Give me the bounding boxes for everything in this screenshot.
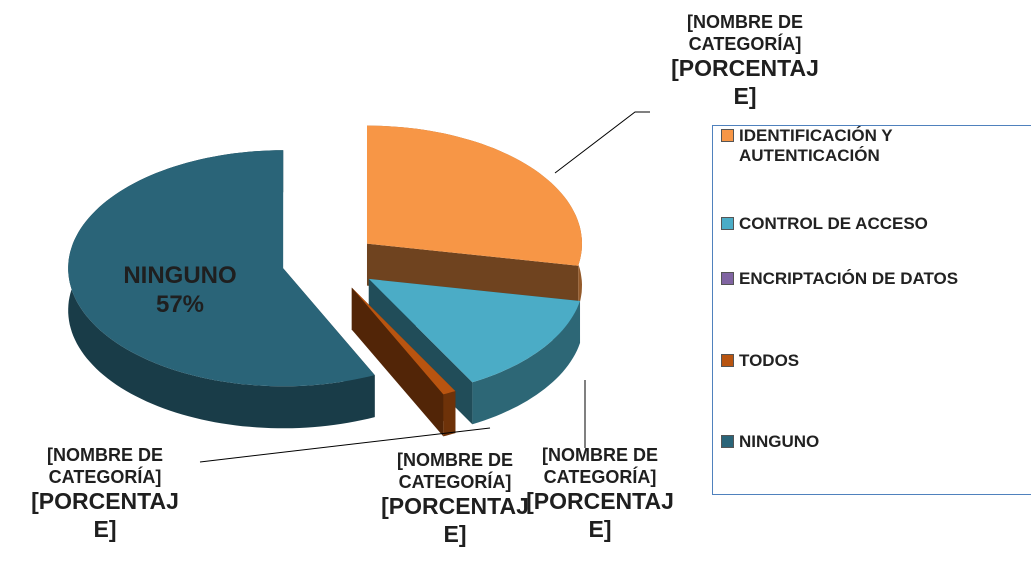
slice-top <box>68 150 375 387</box>
legend-swatch <box>721 435 734 448</box>
legend-item: ENCRIPTACIÓN DE DATOS <box>721 269 1021 289</box>
legend-swatch <box>721 217 734 230</box>
data-label-name: NINGUNO <box>123 262 237 289</box>
legend-label: IDENTIFICACIÓN Y AUTENTICACIÓN <box>739 126 893 166</box>
slice-top <box>366 125 582 266</box>
slice-wall <box>472 301 580 425</box>
slice <box>366 125 582 308</box>
data-label: [NOMBRE DE CATEGORÍA] [PORCENTAJE] <box>505 445 695 543</box>
slice <box>351 287 456 437</box>
legend-label: TODOS <box>739 351 800 370</box>
leader-line <box>199 427 491 463</box>
slice <box>368 278 581 425</box>
data-label-value: 57% <box>155 290 205 318</box>
legend-label: CONTROL DE ACCESO <box>739 214 928 233</box>
slice-cut <box>351 287 444 437</box>
data-label-name: [NOMBRE DE CATEGORÍA] <box>542 445 658 487</box>
legend-swatch <box>721 272 734 285</box>
legend-item: TODOS <box>721 351 1021 371</box>
data-label: [NOMBRE DE CATEGORÍA] [PORCENTAJE] <box>650 12 840 110</box>
slice <box>68 150 375 429</box>
slice-top <box>351 287 456 395</box>
data-label-value: [PORCENTAJE] <box>381 493 529 547</box>
legend-label: NINGUNO <box>739 432 820 451</box>
data-label-value: [PORCENTAJE] <box>671 55 819 109</box>
data-label-name: [NOMBRE DE CATEGORÍA] <box>397 450 513 492</box>
slice-cut <box>366 243 579 308</box>
legend-item: NINGUNO <box>721 432 1021 452</box>
data-label: [NOMBRE DE CATEGORÍA] [PORCENTAJE] <box>360 450 550 548</box>
data-label-name: [NOMBRE DE CATEGORÍA] <box>47 445 163 487</box>
legend-swatch <box>721 129 734 142</box>
slice-wall <box>443 391 456 437</box>
legend-swatch <box>721 354 734 367</box>
legend: IDENTIFICACIÓN Y AUTENTICACIÓN CONTROL DE… <box>712 125 1031 495</box>
legend-item: CONTROL DE ACCESO <box>721 214 1021 234</box>
data-label: [NOMBRE DE CATEGORÍA] [PORCENTAJE] <box>10 445 200 543</box>
legend-label: ENCRIPTACIÓN DE DATOS <box>739 269 959 288</box>
data-label-value: [PORCENTAJE] <box>526 488 674 542</box>
data-label: NINGUNO 57% <box>85 262 275 320</box>
leader-line <box>554 111 650 174</box>
legend-item: IDENTIFICACIÓN Y AUTENTICACIÓN <box>721 126 1021 167</box>
slice-top <box>368 278 580 383</box>
data-label-value: [PORCENTAJE] <box>31 488 179 542</box>
data-label-name: [NOMBRE DE CATEGORÍA] <box>687 12 803 54</box>
